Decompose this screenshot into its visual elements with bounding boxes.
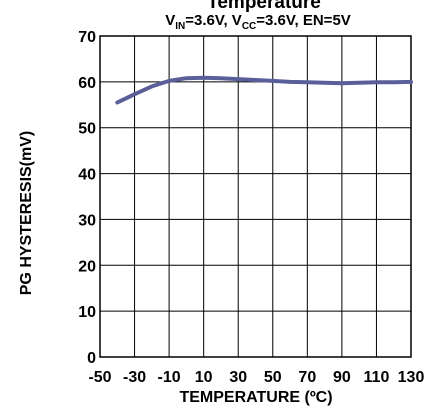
x-tick-label: 10	[195, 369, 213, 386]
y-tick-label: 0	[87, 350, 96, 367]
y-tick-label: 20	[78, 258, 96, 275]
x-tick-label: 130	[398, 369, 425, 386]
x-axis-label: TEMPERATURE (ºC)	[179, 389, 332, 406]
plot-frame	[99, 35, 412, 358]
subtitle-part2: =3.6V, EN=5V	[256, 12, 351, 29]
series-line	[115, 75, 413, 105]
x-tick-label: -50	[88, 369, 111, 386]
x-tick-labels: -50 -30 -10 10 30 50 70 90 110 130	[88, 369, 424, 386]
y-tick-label: 50	[78, 121, 96, 138]
y-tick-label: 30	[78, 212, 96, 229]
subtitle-part1: =3.6V, V	[185, 12, 242, 29]
y-axis-label: PG HYSTERESIS(mV)	[18, 131, 35, 295]
x-tick-label: 30	[229, 369, 247, 386]
subtitle-v1: V	[165, 12, 175, 29]
x-tick-label: -10	[158, 369, 181, 386]
subtitle-in-subscript: IN	[175, 21, 185, 32]
x-tick-label: 50	[264, 369, 282, 386]
series-group	[115, 75, 413, 105]
y-tick-label: 40	[78, 167, 96, 184]
plot-area-border	[99, 35, 412, 358]
y-tick-label: 60	[78, 75, 96, 92]
x-tick-label: 90	[333, 369, 351, 386]
y-tick-labels: 0 10 20 30 40 50 60 70	[78, 29, 96, 367]
x-tick-label: -30	[123, 369, 146, 386]
x-tick-label: 70	[298, 369, 316, 386]
subtitle-cc-subscript: CC	[242, 21, 256, 32]
y-tick-label: 10	[78, 304, 96, 321]
x-tick-label: 110	[364, 369, 390, 386]
y-tick-label: 70	[78, 29, 96, 46]
chart-title: Temperature	[207, 0, 321, 13]
chart-subtitle: VIN=3.6V, VCC=3.6V, EN=5V	[165, 12, 351, 32]
